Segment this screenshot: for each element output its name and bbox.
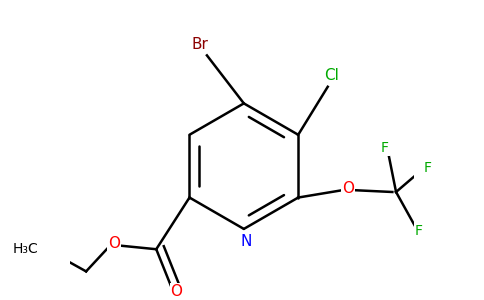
Text: N: N	[240, 235, 251, 250]
Text: O: O	[342, 181, 354, 196]
Text: Br: Br	[191, 37, 208, 52]
Text: O: O	[170, 284, 182, 299]
Text: O: O	[108, 236, 120, 251]
Text: H₃C: H₃C	[13, 242, 38, 256]
Text: F: F	[381, 141, 389, 155]
Text: F: F	[424, 161, 431, 175]
Text: Cl: Cl	[324, 68, 339, 83]
Text: F: F	[414, 224, 422, 238]
